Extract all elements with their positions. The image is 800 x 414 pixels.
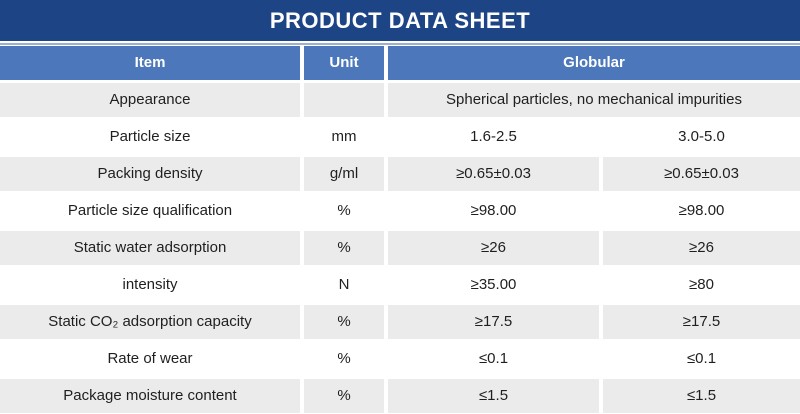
cell-unit: % xyxy=(304,231,384,265)
cell-item: Particle size xyxy=(0,120,300,154)
table-row-intensity: intensity N ≥35.00 ≥80 xyxy=(0,268,800,302)
cell-value-2: ≥98.00 xyxy=(603,194,800,228)
cell-value-2: ≥80 xyxy=(603,268,800,302)
cell-item: Package moisture content xyxy=(0,379,300,413)
cell-unit xyxy=(304,83,384,117)
cell-value-2: ≥0.65±0.03 xyxy=(603,157,800,191)
cell-value-1: 1.6-2.5 xyxy=(388,120,599,154)
cell-item: Appearance xyxy=(0,83,300,117)
table-header-row: Item Unit Globular xyxy=(0,46,800,80)
cell-item: intensity xyxy=(0,268,300,302)
cell-value-1: ≥0.65±0.03 xyxy=(388,157,599,191)
cell-value-2: ≤0.1 xyxy=(603,342,800,376)
cell-value-2: 3.0-5.0 xyxy=(603,120,800,154)
cell-value-1: ≥98.00 xyxy=(388,194,599,228)
divider-line xyxy=(0,42,800,45)
table-row-static-water-adsorption: Static water adsorption % ≥26 ≥26 xyxy=(0,231,800,265)
table-row-packing-density: Packing density g/ml ≥0.65±0.03 ≥0.65±0.… xyxy=(0,157,800,191)
cell-value-1: ≤1.5 xyxy=(388,379,599,413)
table-row-rate-of-wear: Rate of wear % ≤0.1 ≤0.1 xyxy=(0,342,800,376)
cell-item: Static water adsorption xyxy=(0,231,300,265)
cell-value-2: ≥26 xyxy=(603,231,800,265)
cell-unit: % xyxy=(304,305,384,339)
cell-unit: % xyxy=(304,379,384,413)
table-row-appearance: Appearance Spherical particles, no mecha… xyxy=(0,83,800,117)
cell-value-1: ≤0.1 xyxy=(388,342,599,376)
table-row-co2-adsorption-capacity: Static CO₂ adsorption capacity % ≥17.5 ≥… xyxy=(0,305,800,339)
title-bar: PRODUCT DATA SHEET xyxy=(0,0,800,41)
cell-unit: N xyxy=(304,268,384,302)
cell-unit: % xyxy=(304,194,384,228)
page-title: PRODUCT DATA SHEET xyxy=(269,7,531,33)
table-row-particle-size-qualification: Particle size qualification % ≥98.00 ≥98… xyxy=(0,194,800,228)
cell-item: Rate of wear xyxy=(0,342,300,376)
cell-unit: g/ml xyxy=(304,157,384,191)
cell-unit: mm xyxy=(304,120,384,154)
cell-item: Packing density xyxy=(0,157,300,191)
cell-item: Static CO₂ adsorption capacity xyxy=(0,305,300,339)
cell-unit: % xyxy=(304,342,384,376)
cell-value-1: ≥17.5 xyxy=(388,305,599,339)
cell-item: Particle size qualification xyxy=(0,194,300,228)
column-header-unit: Unit xyxy=(304,46,384,80)
cell-value-2: ≥17.5 xyxy=(603,305,800,339)
cell-value-1: ≥26 xyxy=(388,231,599,265)
column-header-globular: Globular xyxy=(388,46,800,80)
table-row-particle-size: Particle size mm 1.6-2.5 3.0-5.0 xyxy=(0,120,800,154)
cell-value-1: ≥35.00 xyxy=(388,268,599,302)
column-header-item: Item xyxy=(0,46,300,80)
table-row-package-moisture-content: Package moisture content % ≤1.5 ≤1.5 xyxy=(0,379,800,413)
cell-value-2: ≤1.5 xyxy=(603,379,800,413)
cell-value-span: Spherical particles, no mechanical impur… xyxy=(388,83,800,117)
title-divider xyxy=(0,41,800,46)
